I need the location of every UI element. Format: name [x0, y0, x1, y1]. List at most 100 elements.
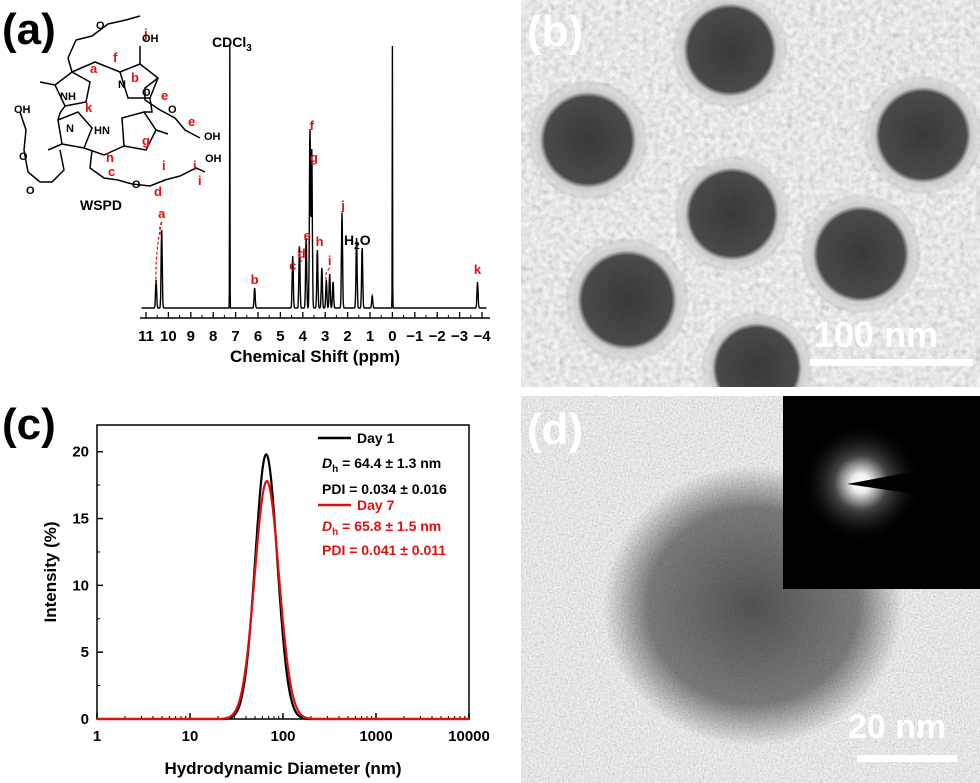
nmr-tick-label: 2 [343, 328, 351, 345]
svg-text:O: O [132, 179, 141, 191]
panel-b: (b) 100 nm [521, 0, 980, 387]
peak-label-f: f [310, 118, 315, 133]
peak-label-h: h [316, 234, 324, 249]
panel-d-label: (d) [527, 405, 584, 454]
peak-label-j: j [340, 198, 345, 213]
saed-inset [783, 396, 980, 589]
peak-label-k: k [474, 262, 482, 277]
svg-text:N: N [66, 123, 74, 135]
panel-d: (d) 20 nm [521, 396, 980, 783]
nmr-tick-label: 0 [388, 328, 396, 345]
nmr-tick-label: 5 [276, 328, 284, 345]
nanoparticle [672, 0, 788, 108]
peak-label-a: a [158, 206, 166, 221]
svg-text:NH: NH [60, 91, 76, 103]
svg-text:e: e [188, 114, 195, 129]
x-tick-label: 10000 [448, 728, 490, 745]
nmr-x-label: Chemical Shift (ppm) [230, 347, 400, 366]
structure-labels: a f j b k e e g h c i i i d NH HN N N OH… [14, 20, 222, 213]
nmr-tick-label: 9 [187, 328, 195, 345]
series-day-7 [97, 479, 469, 721]
y-ticks: 0 5 10 15 20 [72, 444, 103, 728]
svg-text:OH: OH [142, 33, 159, 45]
svg-text:N: N [118, 79, 126, 91]
scale-bar-d [857, 755, 957, 762]
nanoparticle [674, 156, 790, 272]
panel-a: (a) a f j [0, 0, 500, 385]
svg-text:i: i [198, 173, 202, 188]
nmr-tick-label: 4 [299, 328, 308, 345]
svg-text:h: h [106, 150, 114, 165]
series-lines [97, 453, 469, 721]
peak-label-b: b [251, 272, 259, 287]
peak-label-g: g [310, 150, 318, 165]
legend-day7-dh: Dh = 65.8 ± 1.5 nm [322, 518, 441, 538]
nanoparticles-b [528, 0, 980, 387]
y-tick-label: 15 [72, 511, 89, 528]
svg-text:j: j [143, 26, 148, 41]
svg-text:k: k [85, 100, 93, 115]
legend-day7: Day 7 [357, 497, 395, 513]
svg-text:g: g [142, 133, 150, 148]
peak-guide [297, 245, 303, 263]
svg-text:d: d [154, 184, 162, 199]
nmr-tick-label: 11 [138, 328, 154, 345]
nmr-spectrum: a f j b k e e g h c i i i d NH HN N N OH… [14, 15, 491, 366]
svg-text:i: i [193, 158, 197, 173]
y-tick-label: 5 [81, 644, 89, 661]
nmr-tick-label: 8 [209, 328, 217, 345]
water-label: H2O [344, 232, 371, 252]
svg-text:c: c [108, 164, 115, 179]
peak-label-e: e [304, 228, 311, 243]
svg-text:OH: OH [14, 104, 31, 116]
y-axis-label: Intensity (%) [41, 521, 60, 622]
legend-day7-pdi: PDI = 0.041 ± 0.011 [322, 542, 446, 558]
svg-text:O: O [26, 185, 35, 197]
cdcl3-label: CDCl3 [212, 34, 252, 54]
nmr-tick-label: −1 [406, 328, 423, 345]
legend-day1: Day 1 [357, 430, 395, 446]
scale-label-d: 20 nm [848, 708, 947, 746]
peak-label-c: c [289, 258, 296, 273]
legend-day1-pdi: PDI = 0.034 ± 0.016 [322, 481, 447, 497]
beam-stopper [847, 458, 980, 506]
nmr-tick-label: 1 [366, 328, 374, 345]
nmr-tick-label: 10 [160, 328, 177, 345]
x-axis-label: Hydrodynamic Diameter (nm) [164, 759, 401, 778]
dls-chart: 0 5 10 15 20 1 10 100 1000 10000 Intensity (%) H… [41, 424, 490, 778]
svg-text:O: O [142, 87, 151, 99]
svg-text:i: i [162, 158, 166, 173]
svg-text:b: b [131, 70, 139, 85]
y-tick-label: 10 [72, 577, 89, 594]
x-tick-label: 1 [93, 728, 101, 745]
nanoparticle [528, 80, 648, 200]
nmr-tick-label: 6 [254, 328, 262, 345]
y-tick-label: 0 [81, 711, 89, 728]
svg-text:O: O [168, 104, 177, 116]
nmr-tick-label: 3 [321, 328, 329, 345]
svg-text:O: O [19, 151, 28, 163]
panel-c-label: (c) [2, 400, 56, 449]
nmr-tick-label: −4 [473, 328, 491, 345]
x-tick-label: 10 [182, 728, 199, 745]
compound-label: WSPD [80, 197, 122, 213]
peak-guide [159, 221, 163, 237]
scale-label-b: 100 nm [814, 314, 939, 355]
nanoparticle [863, 75, 980, 195]
tem-image-b [521, 0, 980, 387]
peak-guide [325, 267, 331, 281]
tem-image-d [521, 396, 980, 783]
legend: Day 1 Dh = 64.4 ± 1.3 nm PDI = 0.034 ± 0… [318, 430, 447, 558]
nanoparticle [801, 194, 921, 314]
legend-day1-dh: Dh = 64.4 ± 1.3 nm [322, 455, 441, 475]
peak-label-i: i [328, 253, 332, 268]
svg-text:HN: HN [94, 125, 110, 137]
svg-text:a: a [90, 61, 98, 76]
panel-a-label: (a) [2, 5, 56, 54]
svg-text:OH: OH [204, 131, 221, 143]
panel-b-label: (b) [527, 7, 584, 56]
svg-text:f: f [113, 50, 118, 65]
nmr-tick-label: −3 [451, 328, 468, 345]
panel-c: (c) 0 5 10 15 20 1 10 100 1000 10000 Intensity (… [0, 395, 500, 783]
